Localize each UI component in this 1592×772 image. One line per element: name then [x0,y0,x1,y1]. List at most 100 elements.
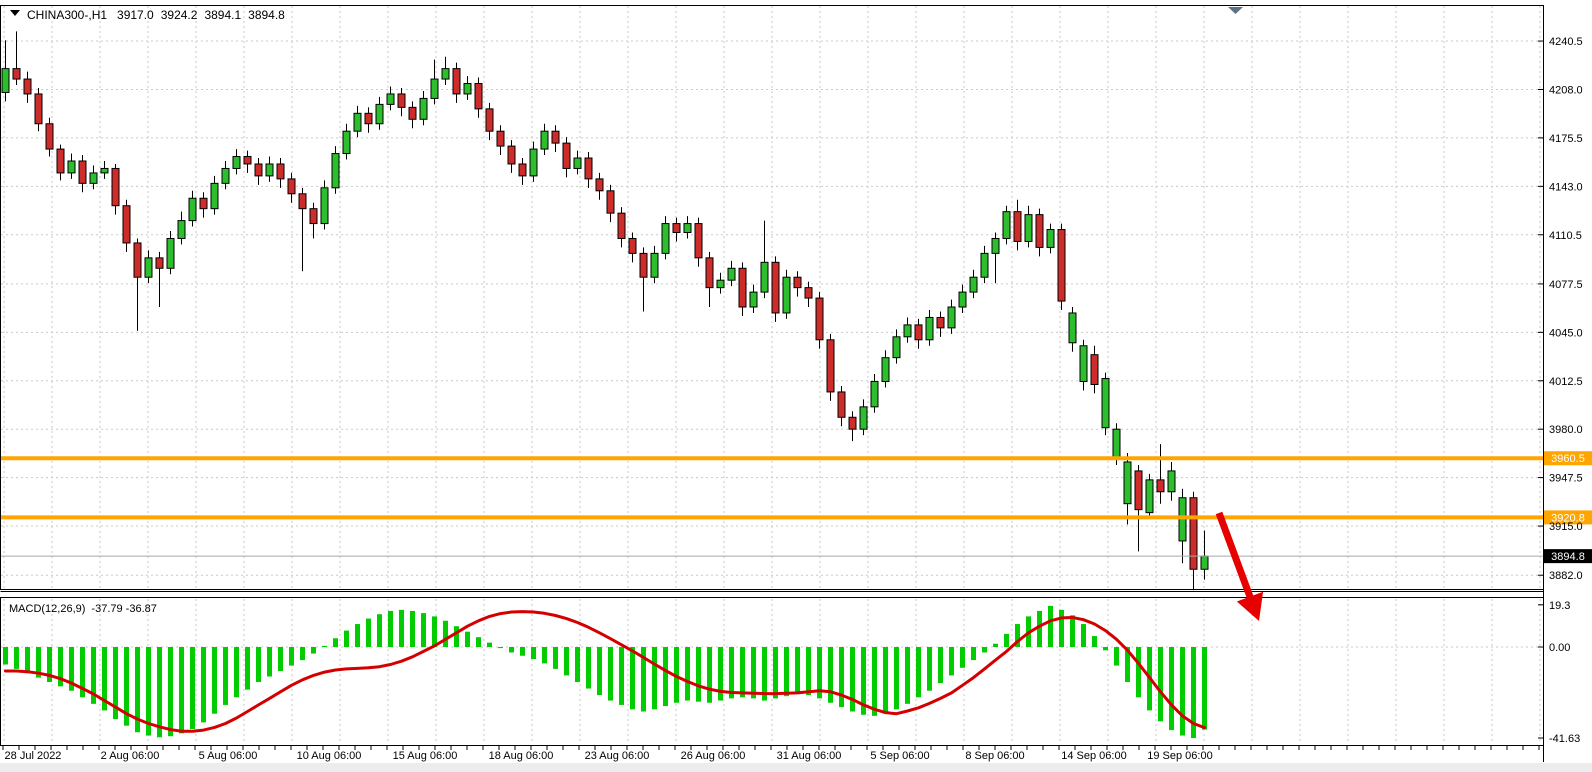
macd-histogram-bar [949,647,954,676]
candle-bearish [606,190,615,214]
arrow-head [1236,591,1264,621]
macd-histogram-bar [718,647,723,701]
candle-bullish [386,93,395,105]
candle-bearish [78,160,87,184]
macd-histogram-bar [135,647,140,733]
macd-histogram-bar [751,647,756,699]
candle-bullish [1112,428,1121,458]
price-tick-label: 3882.0 [1549,570,1583,582]
macd-histogram-bar [1202,647,1207,730]
candle-bullish [1167,470,1176,493]
candle-bearish [496,130,505,147]
macd-histogram-bar [256,647,261,682]
macd-histogram-bar [509,647,514,653]
macd-histogram-bar [784,647,789,697]
macd-histogram-bar [542,647,547,664]
macd-histogram-bar [1191,647,1196,739]
candle-bearish [1134,470,1143,511]
macd-histogram-bar [388,610,393,647]
price-tick-label: 4240.5 [1549,36,1583,48]
price-tick-label: 4045.0 [1549,327,1583,339]
candle-bullish [881,357,890,383]
time-tick-label: 18 Aug 06:00 [489,750,554,762]
candle-bearish [243,156,252,165]
macd-histogram-bar [982,647,987,653]
time-tick-label: 14 Sep 06:00 [1061,750,1126,762]
candle-bearish [309,208,318,225]
macd-histogram-bar [58,647,63,687]
candle-bullish [947,306,956,329]
macd-histogram-bar [432,616,437,647]
chart-shift-marker-icon[interactable] [1228,7,1243,14]
macd-histogram-bar [740,647,745,698]
candle-bearish [826,339,835,393]
candle-bearish [804,287,813,299]
candle-bearish [155,257,164,269]
horizontal-lines-layer[interactable]: 3960.5 3920.8 3894.8 [0,451,1592,564]
macd-histogram-bar [553,647,558,669]
candle-bullish [441,68,450,80]
time-axis[interactable]: 28 Jul 2022 2 Aug 06:00 5 Aug 06:00 10 Aug … [2,746,1540,762]
macd-histogram-bar [971,647,976,661]
macd-label-text: MACD(12,26,9) -37.79 -36.87 [9,603,157,615]
price-level-badge-label: 3920.8 [1551,512,1585,524]
macd-histogram-bar [91,647,96,704]
macd-histogram-bar [575,647,580,682]
macd-histogram-bar [168,647,173,737]
macd-histogram-bar [1004,633,1009,647]
candle-bearish [133,242,142,278]
candle-bearish [287,178,296,195]
price-axis[interactable]: 4240.5 4208.0 4175.5 4143.0 4110.5 4077.5 4045… [1538,36,1583,745]
price-tick-label: 3947.5 [1549,473,1583,485]
candle-bullish [650,252,659,278]
candle-bearish [628,237,637,254]
macd-histogram-bar [454,626,459,647]
candle-bullish [463,83,472,95]
candle-bullish [1002,211,1011,239]
macd-histogram-bar [608,647,613,701]
candle-bearish [452,68,461,95]
candle-bullish [727,267,736,281]
candle-bearish [705,257,714,289]
macd-indicator-values: -37.79 -36.87 [91,603,156,615]
candle-bullish [177,220,186,239]
candle-bearish [298,193,307,210]
macd-indicator-name: MACD(12,26,9) [9,603,85,615]
macd-histogram-bar [25,647,30,674]
symbol-dropdown-icon[interactable] [10,10,20,16]
macd-histogram-bar [531,647,536,660]
macd-pane[interactable] [3,605,1207,739]
trend-arrow[interactable] [1215,511,1264,621]
price-tick-label: 4143.0 [1549,181,1583,193]
macd-histogram-bar [300,647,305,661]
price-level-badge-label: 3960.5 [1551,453,1585,465]
current-price-badge-label: 3894.8 [1551,551,1585,563]
macd-histogram-bar [597,647,602,696]
candle-bullish [430,78,439,99]
candle-bearish [815,297,824,341]
macd-histogram-bar [773,647,778,699]
candle-bullish [232,156,241,169]
macd-histogram-bar [157,647,162,738]
price-level-badge [1544,451,1592,466]
candle-bullish [265,163,274,177]
arrow-shaft [1215,511,1255,602]
candle-bullish [89,172,98,184]
price-tick-label: 3915.0 [1549,521,1583,533]
header-text: CHINA300-,H1 3917.0 3924.2 3894.1 3894.8 [27,8,285,22]
candle-bearish [1090,354,1099,385]
candle-bearish [45,123,54,150]
macd-histogram-bar [938,647,943,684]
macd-histogram-bar [14,647,19,669]
macd-histogram-bar [685,647,690,701]
candle-bearish [1035,214,1044,248]
candle-bullish [760,261,769,293]
macd-histogram-bar [1103,647,1108,651]
time-tick-label: 5 Aug 06:00 [199,750,258,762]
macd-histogram-bar [872,647,877,716]
macd-histogram-bar [476,637,481,647]
candle-bullish [419,97,428,120]
macd-histogram-bar [113,647,118,720]
